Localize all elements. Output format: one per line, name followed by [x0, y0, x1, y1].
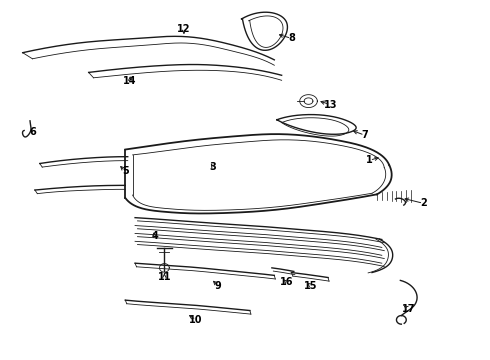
Text: 16: 16	[280, 277, 294, 287]
Text: 2: 2	[420, 198, 427, 208]
Text: 5: 5	[122, 166, 129, 176]
Text: 8: 8	[288, 33, 295, 43]
Text: 14: 14	[123, 76, 137, 86]
Text: 11: 11	[158, 272, 171, 282]
Text: 6: 6	[29, 127, 36, 136]
Text: 7: 7	[361, 130, 368, 140]
Text: 4: 4	[151, 231, 158, 240]
Text: 10: 10	[190, 315, 203, 325]
Text: 12: 12	[177, 24, 191, 35]
Text: 17: 17	[402, 304, 416, 314]
Text: 9: 9	[215, 281, 221, 291]
Text: 15: 15	[304, 281, 318, 291]
Text: 1: 1	[366, 155, 373, 165]
Text: 13: 13	[324, 100, 337, 110]
Text: 3: 3	[210, 162, 217, 172]
